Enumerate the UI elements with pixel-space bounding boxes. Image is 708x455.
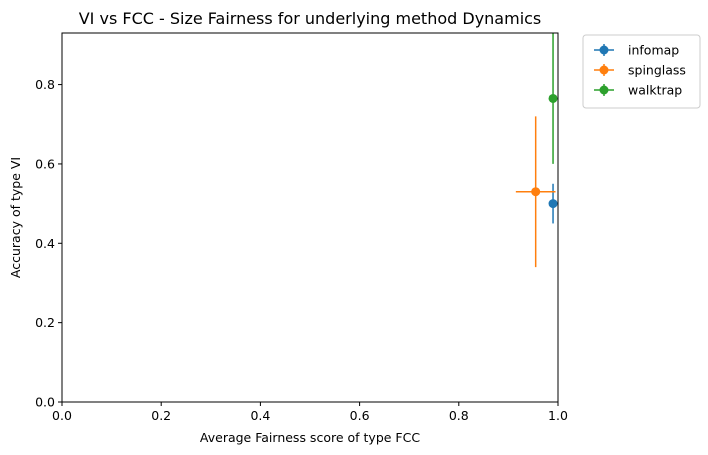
x-tick-label: 0.2 (151, 408, 171, 423)
x-tick-label: 1.0 (548, 408, 568, 423)
x-tick-label: 0.6 (350, 408, 370, 423)
legend-label: infomap (628, 43, 679, 58)
x-tick-label: 0.8 (449, 408, 469, 423)
legend-label: spinglass (628, 63, 686, 78)
plot-area (515, 33, 558, 268)
legend-item-infomap: infomap (594, 43, 679, 58)
plot-frame (61, 32, 559, 403)
axes: 0.0 0.2 0.4 0.6 0.8 1.0 0.0 0.2 0.4 0.6 0.8 (35, 77, 568, 423)
x-axis-label: Average Fairness score of type FCC (200, 430, 420, 445)
series-infomap (548, 183, 558, 224)
data-point-infomap (548, 199, 558, 209)
legend-item-walktrap: walktrap (594, 83, 682, 98)
data-point-spinglass (531, 187, 541, 197)
y-tick-label: 0.8 (35, 77, 55, 92)
y-tick-label: 0.6 (35, 156, 55, 171)
data-point-walktrap (548, 93, 558, 103)
y-axis-label: Accuracy of type VI (8, 157, 23, 278)
x-tick-label: 0.4 (250, 408, 270, 423)
y-tick-label: 0.4 (35, 236, 55, 251)
series-walktrap (548, 33, 558, 164)
legend-item-spinglass: spinglass (594, 63, 686, 78)
y-tick-label: 0.2 (35, 315, 55, 330)
legend-label: walktrap (628, 83, 682, 98)
legend-marker (599, 45, 609, 55)
y-tick-label: 0.0 (35, 395, 55, 410)
x-tick-label: 0.0 (52, 408, 72, 423)
chart-title: VI vs FCC - Size Fairness for underlying… (79, 9, 542, 28)
legend-marker (599, 85, 609, 95)
series-spinglass (515, 116, 556, 268)
legend: infomap spinglass walktrap (582, 34, 701, 109)
legend-marker (599, 65, 609, 75)
